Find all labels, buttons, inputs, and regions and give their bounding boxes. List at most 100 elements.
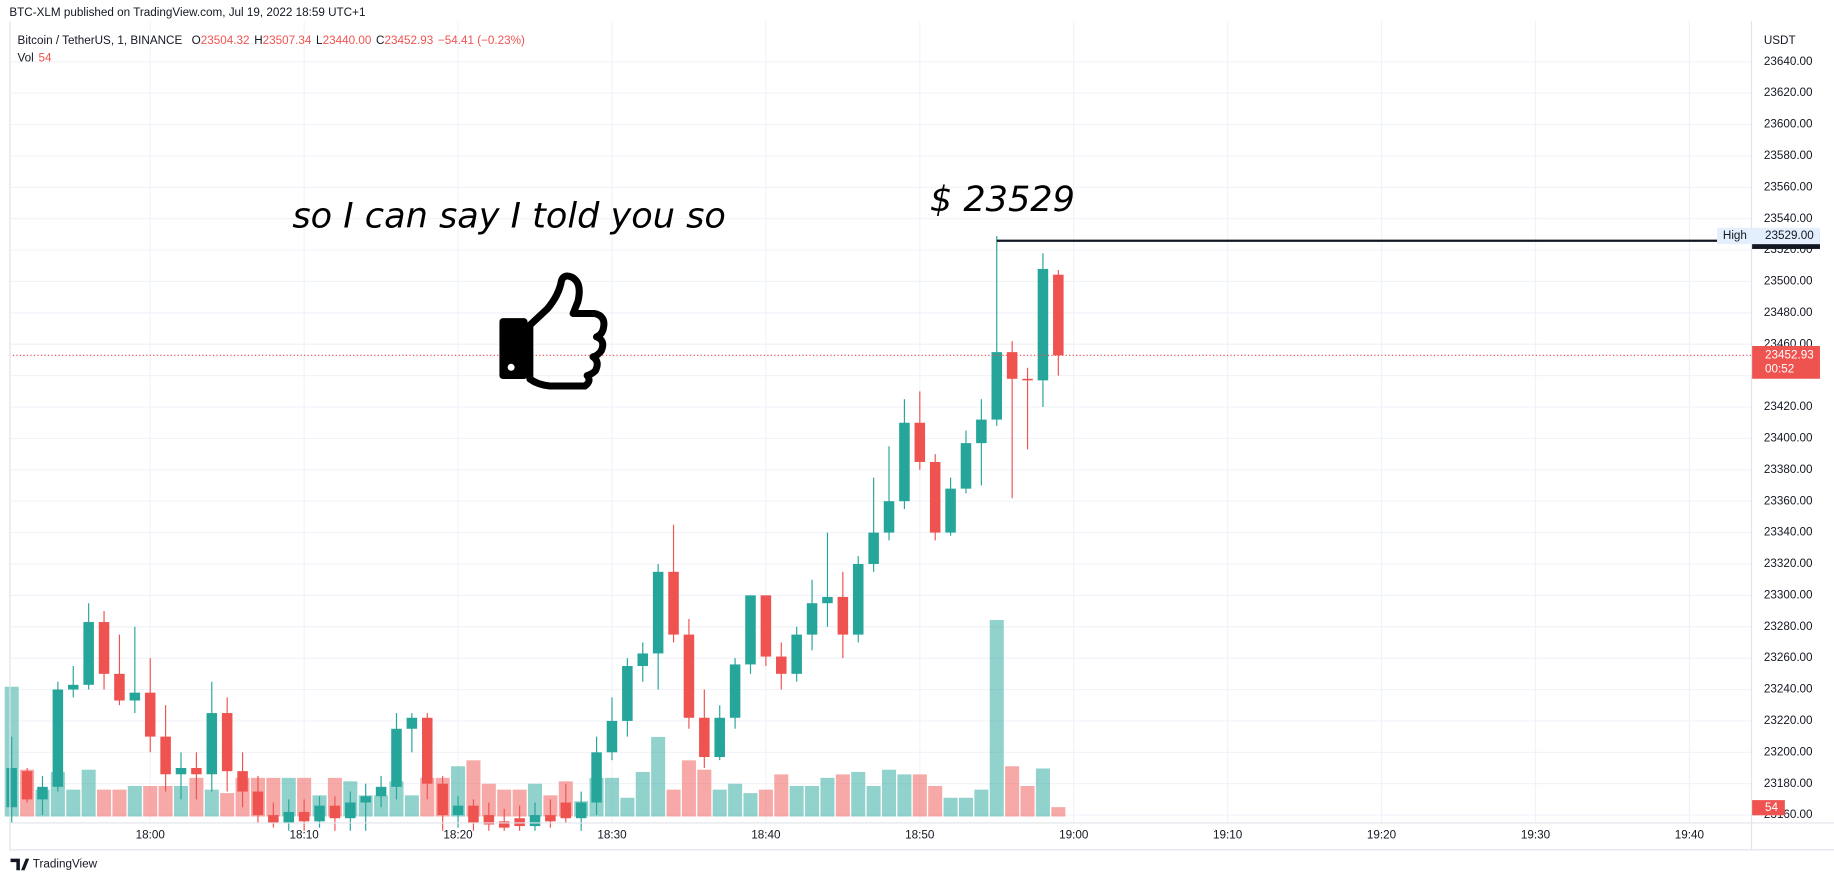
current-price-label: 23452.93: [1765, 348, 1814, 361]
candle-body: [175, 767, 187, 775]
volume-bar: [805, 785, 820, 817]
volume-bar: [635, 771, 650, 817]
candle-body: [960, 443, 972, 489]
x-tick-label: 19:20: [1367, 828, 1397, 841]
legend-key: L: [316, 34, 323, 47]
legend-key: O: [192, 34, 201, 47]
legend-key: C: [376, 34, 384, 47]
volume-bar: [989, 619, 1004, 817]
message: so I can say I told you so: [292, 196, 725, 237]
candle-body: [191, 767, 202, 775]
candle-body: [345, 802, 356, 819]
candle-body: [852, 563, 864, 635]
header: BTC-XLM published on TradingView.com, Ju…: [9, 6, 365, 19]
candle-body: [1022, 378, 1033, 381]
volume-bar: [712, 789, 727, 817]
x-tick-label: 18:50: [905, 828, 935, 841]
volume-bar: [127, 785, 142, 817]
x-tick-label: 19:00: [1059, 828, 1089, 841]
volume-bar: [1020, 785, 1035, 817]
volume-value: 54: [38, 52, 51, 65]
volume-bar: [666, 789, 681, 817]
volume-bar: [851, 771, 866, 817]
volume-legend: Vol 54: [18, 52, 52, 65]
icon-hand: [526, 272, 608, 390]
y-tick-label: 23220.00: [1764, 714, 1813, 727]
volume-bar: [882, 769, 897, 817]
volume-bar: [497, 789, 512, 817]
candle-body: [991, 352, 1003, 420]
legend-symbol: Bitcoin / TetherUS, 1, BINANCE: [18, 34, 183, 47]
icon-cuff: [499, 318, 528, 380]
candle-body: [98, 622, 110, 674]
x-tick-label: 18:10: [290, 828, 320, 841]
candle-body: [1053, 274, 1064, 356]
candle-body: [114, 673, 125, 701]
overlay-layer: [9, 239, 1751, 356]
y-tick-label: 23180.00: [1764, 777, 1813, 790]
y-tick-label: 23560.00: [1764, 180, 1813, 193]
candle-body: [545, 815, 556, 822]
legend-change: −54.41 (−0.23%): [438, 34, 525, 47]
volume-bar: [728, 783, 743, 817]
y-tick-label: 23240.00: [1764, 683, 1813, 696]
y-tick-label: 23480.00: [1764, 306, 1813, 319]
y-tick-label: 23300.00: [1764, 588, 1813, 601]
x-tick-label: 19:40: [1675, 828, 1705, 841]
volume-bar: [897, 774, 912, 817]
candle-body: [160, 736, 171, 775]
y-tick-label: 23600.00: [1764, 118, 1813, 131]
candle-body: [206, 713, 218, 775]
candle-body: [776, 656, 787, 674]
candle-body: [237, 771, 248, 792]
volume-bar: [697, 769, 712, 817]
volume-bar: [1005, 766, 1020, 817]
x-tick-label: 18:20: [443, 828, 473, 841]
candle-body: [575, 802, 587, 819]
candle-body: [652, 571, 664, 654]
candle-body: [221, 713, 233, 772]
volume-bar: [97, 789, 112, 817]
y-tick-label: 23260.00: [1764, 651, 1813, 664]
candle-body: [514, 818, 525, 827]
x-tick-label: 19:10: [1213, 828, 1243, 841]
volume-bar: [958, 797, 973, 817]
x-tick-label: 19:30: [1521, 828, 1551, 841]
candle-body: [483, 815, 495, 825]
x-tick-label: 18:40: [751, 828, 781, 841]
volume-bar: [204, 789, 219, 817]
current-price-box: [1752, 346, 1820, 379]
volume-box: [1752, 800, 1785, 816]
volume-bar: [604, 777, 619, 817]
candle-body: [283, 811, 295, 823]
candle-body: [899, 422, 910, 502]
volume-bar: [758, 789, 773, 817]
volume-bar: [620, 797, 635, 817]
volume-bar: [512, 789, 527, 817]
volume-bar: [1051, 807, 1066, 817]
candle-body: [945, 488, 956, 533]
volume-bar: [527, 783, 543, 817]
high-marker-box: [1717, 227, 1820, 245]
volume-bar: [158, 785, 173, 817]
candle-body: [699, 717, 710, 758]
volume-bar: [112, 789, 127, 817]
volume-bar: [404, 795, 419, 817]
candle-body: [868, 532, 879, 564]
high-marker-label: 23529.00: [1765, 229, 1814, 242]
x-tick-label: 18:00: [136, 828, 166, 841]
volume-bar: [866, 785, 881, 817]
candle-body: [729, 664, 741, 718]
volume-bar: [466, 760, 481, 817]
volume-bar: [143, 785, 158, 817]
candle-body: [760, 595, 772, 657]
y-tick-label: 23620.00: [1764, 86, 1813, 99]
y-tick-label: 23580.00: [1764, 149, 1813, 162]
candle-body: [637, 653, 649, 666]
thumbs-up-icon: [499, 272, 608, 390]
volume-bar: [651, 736, 666, 817]
currency: USDT: [1764, 34, 1796, 47]
volume-bar: [481, 783, 496, 817]
y-tick-label: 23640.00: [1764, 55, 1813, 68]
candle-body: [1006, 352, 1018, 379]
